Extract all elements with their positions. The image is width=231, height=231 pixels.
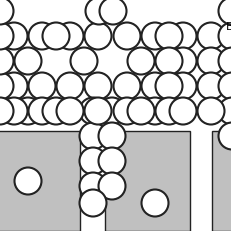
Circle shape (79, 98, 106, 125)
Circle shape (0, 23, 27, 50)
Circle shape (218, 0, 231, 25)
Circle shape (197, 98, 224, 125)
Circle shape (141, 73, 168, 100)
Circle shape (169, 73, 196, 100)
Circle shape (28, 98, 55, 125)
Circle shape (218, 23, 231, 50)
Circle shape (0, 73, 13, 100)
Circle shape (98, 173, 125, 200)
Circle shape (141, 98, 168, 125)
Text: B: B (225, 22, 231, 32)
Circle shape (127, 48, 154, 75)
Circle shape (155, 48, 182, 75)
Circle shape (56, 23, 83, 50)
Circle shape (28, 23, 55, 50)
Circle shape (141, 23, 168, 50)
Bar (0, 131, 80, 231)
Circle shape (113, 73, 140, 100)
Circle shape (155, 98, 182, 125)
Circle shape (28, 73, 55, 100)
Circle shape (218, 98, 231, 125)
Circle shape (84, 98, 111, 125)
Circle shape (0, 98, 13, 125)
Circle shape (84, 23, 111, 50)
Circle shape (197, 23, 224, 50)
Circle shape (98, 98, 125, 125)
Circle shape (169, 23, 196, 50)
Circle shape (79, 190, 106, 217)
Circle shape (14, 98, 41, 125)
Circle shape (42, 23, 69, 50)
Circle shape (56, 73, 83, 100)
Circle shape (169, 48, 196, 75)
Circle shape (79, 123, 106, 150)
Bar (105, 131, 189, 231)
Circle shape (0, 23, 13, 50)
Circle shape (0, 73, 27, 100)
Circle shape (0, 0, 13, 25)
Circle shape (218, 73, 231, 100)
Circle shape (98, 148, 125, 175)
Circle shape (197, 48, 224, 75)
Circle shape (84, 73, 111, 100)
Circle shape (155, 73, 182, 100)
Circle shape (141, 190, 168, 217)
Circle shape (99, 0, 126, 25)
Circle shape (42, 98, 69, 125)
Circle shape (14, 48, 41, 75)
Circle shape (155, 23, 182, 50)
Circle shape (85, 0, 112, 25)
Circle shape (197, 73, 224, 100)
Circle shape (14, 168, 41, 195)
Circle shape (98, 123, 125, 150)
Circle shape (0, 98, 27, 125)
Circle shape (79, 173, 106, 200)
Circle shape (127, 98, 154, 125)
Circle shape (113, 98, 140, 125)
Circle shape (79, 148, 106, 175)
Bar (211, 131, 231, 231)
Circle shape (218, 123, 231, 150)
Circle shape (218, 48, 231, 75)
Circle shape (0, 48, 13, 75)
Circle shape (56, 98, 83, 125)
Circle shape (169, 98, 196, 125)
Circle shape (113, 23, 140, 50)
Circle shape (70, 48, 97, 75)
